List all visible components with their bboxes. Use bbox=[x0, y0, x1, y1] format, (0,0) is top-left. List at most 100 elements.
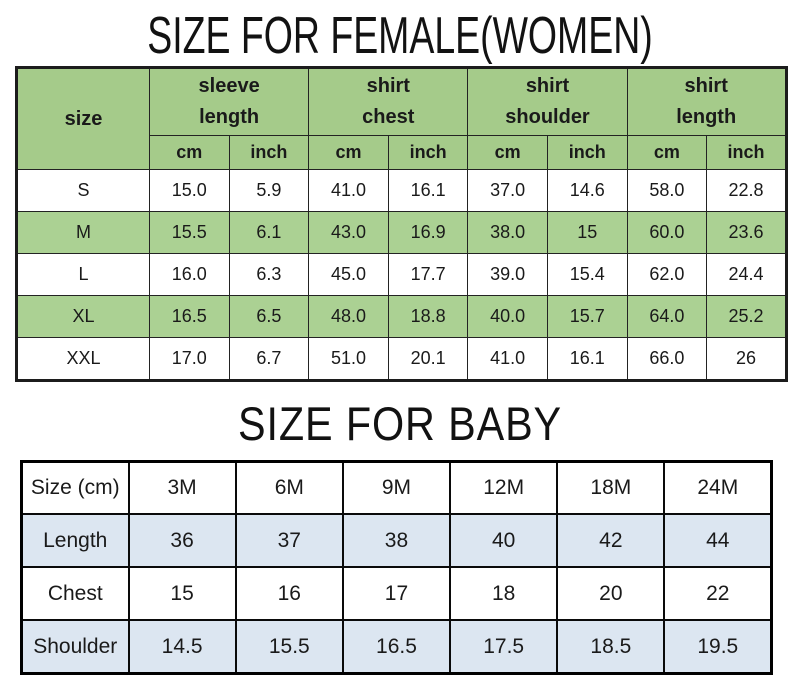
women-value-cell: 51.0 bbox=[308, 337, 389, 381]
baby-value-cell: 37 bbox=[234, 513, 344, 568]
baby-value-cell: 44 bbox=[663, 513, 773, 568]
women-table-body: S 15.0 5.9 41.0 16.1 37.0 14.6 58.0 22.8 M 15.5 6.1… bbox=[16, 169, 787, 381]
women-group-header-line: shoulder bbox=[505, 106, 590, 128]
baby-data-row: Chest 15 16 17 18 20 22 bbox=[20, 566, 773, 621]
baby-header-cell: 18M bbox=[556, 460, 666, 515]
baby-value-cell: 18.5 bbox=[556, 619, 666, 675]
baby-header-cell: 24M bbox=[663, 460, 773, 515]
women-value-cell: 15.0 bbox=[149, 169, 230, 212]
women-data-row: XXL 17.0 6.7 51.0 20.1 41.0 16.1 66.0 26 bbox=[16, 337, 787, 381]
women-unit-header-cell: cm bbox=[149, 135, 230, 170]
women-unit-header-cell: cm bbox=[626, 135, 708, 170]
women-size-cell: XL bbox=[16, 295, 150, 338]
baby-table-head: Size (cm) 3M 6M 9M 12M 18M 24M bbox=[20, 460, 773, 515]
women-value-cell: 15.5 bbox=[149, 211, 230, 254]
baby-data-row: Length 36 37 38 40 42 44 bbox=[20, 513, 773, 568]
women-header-row-groups: size sleeve length shirt chest shirt shoulder s… bbox=[16, 67, 787, 170]
women-group-header-line: shirt bbox=[684, 75, 728, 97]
women-group-header-cell: shirt chest bbox=[308, 67, 469, 136]
women-size-cell: S bbox=[16, 169, 150, 212]
women-value-cell: 20.1 bbox=[387, 337, 469, 381]
women-group-header-line: chest bbox=[362, 106, 415, 128]
women-value-cell: 60.0 bbox=[626, 211, 708, 254]
baby-header-row: Size (cm) 3M 6M 9M 12M 18M 24M bbox=[20, 460, 773, 515]
women-value-cell: 41.0 bbox=[308, 169, 389, 212]
women-size-cell: XXL bbox=[16, 337, 150, 381]
baby-value-cell: 15 bbox=[127, 566, 237, 621]
women-value-cell: 16.0 bbox=[149, 253, 230, 296]
women-data-row: S 15.0 5.9 41.0 16.1 37.0 14.6 58.0 22.8 bbox=[16, 169, 787, 212]
women-value-cell: 6.3 bbox=[228, 253, 310, 296]
women-size-cell: L bbox=[16, 253, 150, 296]
women-value-cell: 23.6 bbox=[706, 211, 787, 254]
baby-label-cell: Length bbox=[20, 513, 130, 568]
women-unit-header-cell: inch bbox=[706, 135, 787, 170]
baby-table-body: Length 36 37 38 40 42 44 Chest 15 16 17 18 20 22 Shoul… bbox=[20, 513, 773, 675]
women-value-cell: 58.0 bbox=[626, 169, 708, 212]
women-value-cell: 16.1 bbox=[387, 169, 469, 212]
women-data-row: M 15.5 6.1 43.0 16.9 38.0 15 60.0 23.6 bbox=[16, 211, 787, 254]
baby-header-cell: Size (cm) bbox=[20, 460, 130, 515]
baby-label-cell: Shoulder bbox=[20, 619, 130, 675]
women-unit-header-cell: inch bbox=[228, 135, 310, 170]
women-value-cell: 5.9 bbox=[228, 169, 310, 212]
women-value-cell: 66.0 bbox=[626, 337, 708, 381]
women-unit-header-cell: cm bbox=[308, 135, 389, 170]
baby-size-table: Size (cm) 3M 6M 9M 12M 18M 24M Length 36 37 38 40 4… bbox=[20, 460, 774, 675]
women-value-cell: 6.7 bbox=[228, 337, 310, 381]
women-value-cell: 16.9 bbox=[387, 211, 469, 254]
baby-label-cell: Chest bbox=[20, 566, 130, 621]
baby-value-cell: 19.5 bbox=[663, 619, 773, 675]
women-value-cell: 64.0 bbox=[626, 295, 708, 338]
baby-value-cell: 20 bbox=[556, 566, 666, 621]
women-value-cell: 15.4 bbox=[546, 253, 628, 296]
women-group-header-line: shirt bbox=[366, 75, 410, 97]
women-value-cell: 6.5 bbox=[228, 295, 310, 338]
women-group-header-line: length bbox=[199, 106, 260, 128]
women-group-header-line: sleeve bbox=[198, 75, 260, 97]
women-value-cell: 40.0 bbox=[467, 295, 548, 338]
baby-value-cell: 14.5 bbox=[127, 619, 237, 675]
women-value-cell: 24.4 bbox=[706, 253, 787, 296]
women-value-cell: 45.0 bbox=[308, 253, 389, 296]
baby-header-cell: 6M bbox=[234, 460, 344, 515]
baby-value-cell: 36 bbox=[127, 513, 237, 568]
baby-value-cell: 16 bbox=[234, 566, 344, 621]
women-size-cell: M bbox=[16, 211, 150, 254]
women-size-header-cell: size bbox=[16, 67, 150, 170]
baby-header-cell: 12M bbox=[449, 460, 559, 515]
women-group-header-line: length bbox=[676, 106, 737, 128]
baby-value-cell: 38 bbox=[341, 513, 452, 568]
women-group-header-cell: shirt length bbox=[626, 67, 787, 136]
women-value-cell: 37.0 bbox=[467, 169, 548, 212]
women-group-header-line: shirt bbox=[525, 75, 570, 97]
women-value-cell: 41.0 bbox=[467, 337, 548, 381]
women-data-row: XL 16.5 6.5 48.0 18.8 40.0 15.7 64.0 25.2 bbox=[16, 295, 787, 338]
baby-value-cell: 15.5 bbox=[234, 619, 344, 675]
women-value-cell: 38.0 bbox=[467, 211, 548, 254]
women-value-cell: 18.8 bbox=[387, 295, 469, 338]
baby-value-cell: 18 bbox=[449, 566, 559, 621]
women-group-header-cell: sleeve length bbox=[148, 67, 310, 136]
women-unit-header-cell: inch bbox=[546, 135, 628, 170]
women-value-cell: 39.0 bbox=[467, 253, 548, 296]
baby-value-cell: 40 bbox=[449, 513, 559, 568]
women-value-cell: 6.1 bbox=[228, 211, 310, 254]
women-size-table: size sleeve length shirt chest shirt shoulder s… bbox=[15, 66, 788, 382]
women-value-cell: 17.7 bbox=[387, 253, 469, 296]
baby-value-cell: 17.5 bbox=[449, 619, 559, 675]
baby-value-cell: 16.5 bbox=[341, 619, 452, 675]
baby-value-cell: 42 bbox=[556, 513, 666, 568]
women-value-cell: 48.0 bbox=[308, 295, 389, 338]
women-value-cell: 16.1 bbox=[546, 337, 628, 381]
women-value-cell: 25.2 bbox=[706, 295, 787, 338]
women-group-header-cell: shirt shoulder bbox=[467, 67, 628, 136]
women-unit-header-cell: inch bbox=[387, 135, 469, 170]
women-value-cell: 15 bbox=[546, 211, 628, 254]
women-size-title: SIZE FOR FEMALE(WOMEN) bbox=[147, 7, 653, 65]
women-value-cell: 14.6 bbox=[546, 169, 628, 212]
baby-value-cell: 22 bbox=[663, 566, 773, 621]
women-value-cell: 26 bbox=[706, 337, 787, 381]
women-value-cell: 43.0 bbox=[308, 211, 389, 254]
women-value-cell: 15.7 bbox=[546, 295, 628, 338]
